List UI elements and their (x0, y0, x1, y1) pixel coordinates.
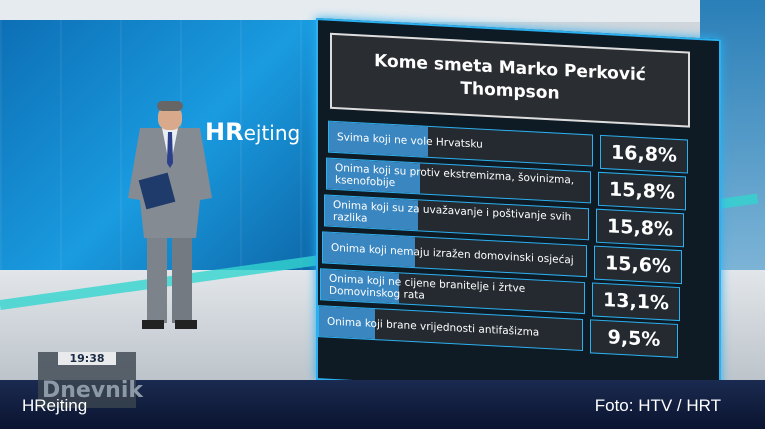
show-name: Dnevnik (42, 378, 144, 403)
row-value: 15,8% (598, 171, 686, 211)
poll-board: Kome smeta Marko Perković Thompson Svima… (316, 18, 721, 402)
row-value: 13,1% (592, 282, 680, 322)
row-value: 15,8% (596, 208, 684, 248)
row-value: 9,5% (590, 319, 678, 358)
hrejting-logo: HRejting (205, 118, 301, 146)
dnevnik-bug: 19:38 Dnevnik (38, 352, 143, 408)
caption-left: HRejting (22, 396, 88, 415)
ceiling (0, 0, 765, 22)
clock-time: 19:38 (58, 352, 116, 365)
caption-right: Foto: HTV / HRT (594, 396, 721, 415)
presenter (128, 101, 212, 329)
row-label: Onima koji brane vrijednosti antifašizma (318, 305, 583, 351)
row-value: 16,8% (600, 134, 688, 174)
row-value: 15,6% (594, 245, 682, 285)
chart-title: Kome smeta Marko Perković Thompson (330, 32, 690, 128)
